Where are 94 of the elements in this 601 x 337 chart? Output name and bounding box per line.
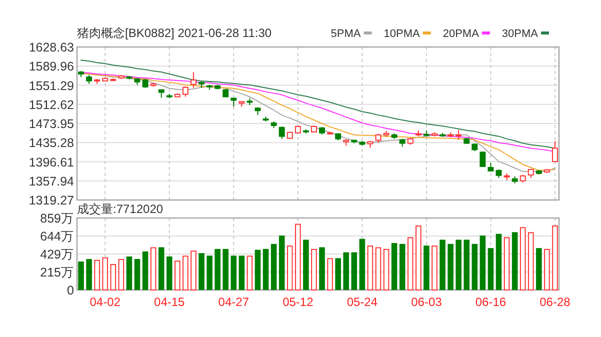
y-tick-label: 0 — [67, 284, 74, 298]
bar — [391, 243, 398, 290]
bar — [311, 248, 317, 290]
legend-label: 10PMA — [384, 28, 420, 40]
bar — [254, 250, 261, 290]
x-tick-label: 05-12 — [282, 295, 314, 309]
bar — [94, 260, 100, 290]
bar — [222, 248, 229, 290]
bar — [528, 232, 534, 290]
y-tick-label: 215万 — [40, 265, 74, 280]
bar — [375, 247, 382, 290]
bar — [343, 252, 350, 290]
x-tick-label: 05-24 — [346, 295, 378, 309]
bar — [142, 251, 148, 290]
bar — [206, 256, 212, 290]
bar — [472, 244, 478, 290]
candlestick — [190, 72, 196, 88]
y-tick-label: 1551.29 — [28, 78, 74, 93]
x-tick-label: 04-15 — [154, 295, 186, 309]
x-tick-label: 06-28 — [540, 295, 571, 309]
bar — [335, 258, 341, 290]
bar — [464, 240, 470, 290]
y-tick-label: 429万 — [40, 248, 74, 262]
bar — [520, 227, 526, 290]
bar — [552, 225, 558, 290]
bar — [351, 252, 358, 290]
y-tick-label: 1473.95 — [28, 117, 74, 131]
bar — [327, 258, 333, 290]
bar — [246, 256, 253, 290]
bar — [544, 248, 550, 290]
bar — [174, 260, 180, 290]
bar — [416, 225, 422, 290]
bar — [78, 262, 84, 290]
bar — [126, 256, 132, 290]
bar — [536, 248, 542, 290]
y-tick-label: 1319.27 — [28, 194, 74, 208]
y-tick-label: 1435.28 — [28, 136, 74, 150]
bar — [399, 244, 406, 290]
bar — [158, 247, 164, 290]
y-tick-label: 1589.96 — [28, 60, 74, 74]
bar — [448, 244, 454, 290]
candlestick — [552, 140, 558, 163]
y-tick-label: 1396.61 — [28, 155, 74, 170]
bar — [286, 246, 293, 290]
bar — [303, 240, 309, 290]
bar — [278, 236, 285, 290]
x-tick-label: 04-27 — [218, 295, 250, 309]
bar — [456, 240, 462, 290]
bar — [270, 244, 277, 290]
candlestick — [182, 86, 188, 98]
bar — [134, 258, 140, 290]
bar — [504, 237, 510, 290]
bar — [512, 232, 518, 290]
candlestick — [456, 129, 462, 140]
bar — [440, 240, 446, 290]
bar — [150, 247, 156, 290]
bar — [118, 258, 124, 290]
y-tick-label: 1628.63 — [28, 40, 74, 54]
bar — [230, 256, 237, 290]
bar — [110, 264, 116, 290]
y-tick-label: 644万 — [40, 230, 74, 244]
bar — [432, 246, 438, 290]
x-tick-label: 04-02 — [90, 295, 121, 309]
bar — [359, 238, 366, 290]
bar — [295, 224, 301, 290]
x-tick-label: 06-03 — [411, 295, 442, 309]
y-tick-label: 859万 — [40, 212, 74, 226]
bar — [182, 256, 188, 290]
bar — [480, 236, 486, 290]
bar — [198, 253, 204, 290]
x-tick-label: 06-16 — [475, 295, 506, 309]
bar — [424, 246, 430, 290]
bar — [190, 250, 196, 290]
candlestick — [480, 151, 486, 168]
chart-title: 成交量:7712020 — [77, 202, 164, 216]
legend-label: 20PMA — [442, 28, 480, 40]
bar — [367, 246, 374, 290]
bar — [86, 258, 92, 290]
bar — [214, 248, 220, 290]
legend-label: 30PMA — [502, 28, 539, 40]
bar — [262, 248, 269, 290]
bar — [496, 234, 502, 290]
bar — [407, 237, 414, 290]
y-tick-label: 1512.62 — [28, 98, 74, 112]
bar — [166, 256, 172, 290]
bar — [102, 257, 108, 290]
y-tick-label: 1357.94 — [28, 174, 74, 188]
bar — [238, 256, 245, 290]
legend-label: 5PMA — [330, 28, 362, 40]
chart-title: 猪肉概念[BK0882] 2021-06-28 11:30 — [77, 26, 272, 40]
bar — [383, 248, 390, 290]
bar — [488, 248, 494, 290]
bar — [319, 247, 325, 290]
candlestick — [278, 126, 285, 140]
